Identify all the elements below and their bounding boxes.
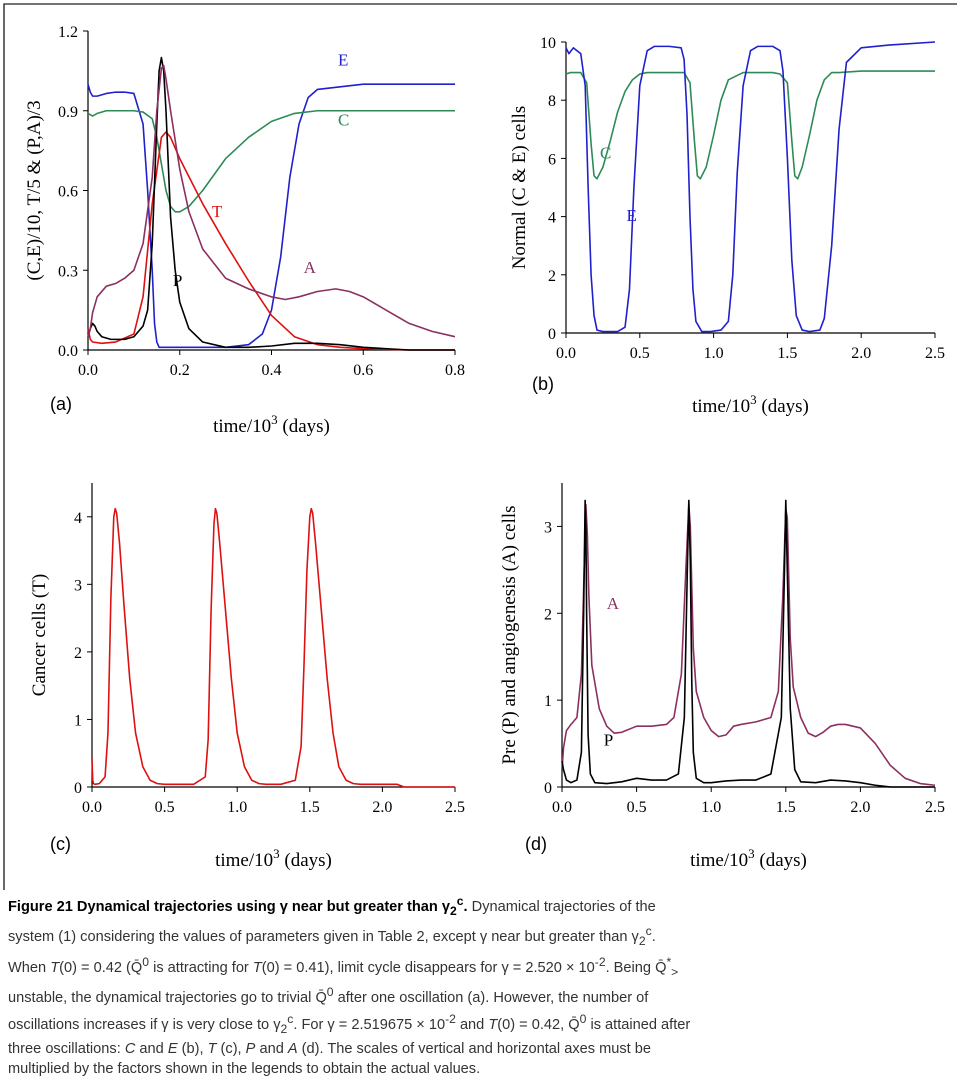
x-tick-label: 0.0	[552, 799, 572, 816]
y-tick-label: 1.2	[58, 24, 78, 41]
figure-panels: 0.0 0.2 0.4 0.6 0.8 0.0 0.3 0.6 0.9 1.2 E C T P A (C,E)…	[3, 3, 957, 890]
y-tick-label: 2	[548, 268, 556, 285]
caption-title: Figure 21 Dynamical trajectories using γ…	[8, 894, 468, 918]
x-tick-label: 0.2	[170, 362, 190, 379]
panel-label: (a)	[50, 394, 72, 414]
series-label-C: C	[600, 143, 611, 162]
series-label-A: A	[304, 258, 317, 277]
y-axis-label: Pre (P) and angiogenesis (A) cells	[499, 505, 520, 764]
y-tick-label: 8	[548, 93, 556, 110]
y-axis-label: (C,E)/10, T/5 & (P,A)/3	[24, 100, 45, 280]
x-tick-label: 1.5	[300, 799, 320, 816]
chart-panel-d: 0.0 0.5 1.0 1.5 2.0 2.5 0 1 2 3 A P Pre (P) and angi…	[499, 483, 945, 871]
series-line-T	[91, 507, 455, 788]
y-tick-label: 4	[548, 210, 556, 227]
y-tick-label: 2	[544, 606, 552, 623]
x-tick-label: 0.4	[262, 362, 282, 379]
x-tick-label: 0.5	[627, 799, 647, 816]
caption-line-6: three oscillations: C and E (b), T (c), …	[8, 1040, 652, 1057]
series-label-E: E	[627, 206, 637, 225]
x-tick-label: 2.0	[372, 799, 392, 816]
series-label-T: T	[212, 202, 223, 221]
figure-caption: Figure 21 Dynamical trajectories using γ…	[8, 891, 953, 1080]
x-tick-label: 2.5	[445, 799, 465, 816]
x-axis-label: time/103 (days)	[692, 392, 809, 417]
x-axis-label: time/103 (days)	[690, 846, 807, 871]
y-tick-label: 10	[540, 35, 556, 52]
y-axis-label: Normal (C & E) cells	[509, 106, 530, 270]
y-tick-label: 0.3	[58, 263, 78, 280]
series-line-P	[561, 499, 935, 788]
y-tick-label: 1	[544, 693, 552, 710]
x-tick-label: 0.0	[556, 345, 576, 362]
y-tick-label: 1	[74, 712, 82, 729]
x-tick-label: 0.6	[353, 362, 373, 379]
series-line-T	[87, 131, 455, 351]
series-line-E	[87, 83, 455, 349]
panel-label: (c)	[50, 834, 71, 854]
y-tick-label: 0.0	[58, 343, 78, 360]
x-tick-label: 2.0	[851, 345, 871, 362]
y-axis-label: Cancer cells (T)	[29, 574, 50, 696]
y-tick-label: 0	[74, 780, 82, 797]
chart-panel-a: 0.0 0.2 0.4 0.6 0.8 0.0 0.3 0.6 0.9 1.2 E C T P A (C,E)…	[24, 24, 465, 437]
y-tick-label: 0.6	[58, 184, 78, 201]
caption-line-2: system (1) considering the values of par…	[8, 924, 656, 949]
series-line-P	[87, 56, 455, 351]
x-axis-label: time/103 (days)	[215, 846, 332, 871]
series-label-C: C	[338, 110, 349, 129]
y-tick-label: 0	[548, 326, 556, 343]
x-tick-label: 1.5	[777, 345, 797, 362]
panel-label: (b)	[532, 374, 554, 394]
caption-line-4: unstable, the dynamical trajectories go …	[8, 985, 649, 1006]
series-label-A: A	[607, 594, 620, 613]
x-tick-label: 0.5	[630, 345, 650, 362]
chart-panel-b: 0.0 0.5 1.0 1.5 2.0 2.5 0 2 4 6 8 10 C E Normal (C & E…	[509, 35, 945, 417]
x-tick-label: 1.0	[227, 799, 247, 816]
x-tick-label: 0.0	[82, 799, 102, 816]
series-line-A	[561, 503, 936, 787]
caption-line-5: oscillations increases if γ is very clos…	[8, 1011, 691, 1036]
y-tick-label: 3	[544, 519, 552, 536]
x-tick-label: 2.0	[850, 799, 870, 816]
series-label-E: E	[338, 51, 348, 70]
x-tick-label: 2.5	[925, 345, 945, 362]
series-line-E	[565, 41, 936, 333]
y-tick-label: 4	[74, 510, 82, 527]
x-tick-label: 0.8	[445, 362, 465, 379]
series-label-P: P	[604, 730, 613, 749]
y-tick-label: 6	[548, 151, 556, 168]
series-line-C	[565, 70, 935, 180]
panel-label: (d)	[525, 834, 547, 854]
y-tick-label: 0	[544, 780, 552, 797]
y-tick-label: 2	[74, 645, 82, 662]
x-tick-label: 0.5	[155, 799, 175, 816]
caption-line-3: When T(0) = 0.42 (Q̄0 is attracting for …	[8, 954, 679, 979]
x-tick-label: 1.0	[704, 345, 724, 362]
series-line-A	[87, 64, 456, 338]
y-tick-label: 3	[74, 577, 82, 594]
series-line-C	[87, 109, 455, 213]
series-label-P: P	[173, 271, 182, 290]
y-tick-label: 0.9	[58, 104, 78, 121]
chart-panel-c: 0.0 0.5 1.0 1.5 2.0 2.5 0 1 2 3 4 Cancer cells (T) t…	[29, 483, 465, 871]
x-tick-label: 0.0	[78, 362, 98, 379]
x-tick-label: 1.0	[701, 799, 721, 816]
x-tick-label: 2.5	[925, 799, 945, 816]
x-axis-label: time/103 (days)	[213, 412, 330, 437]
x-tick-label: 1.5	[776, 799, 796, 816]
caption-line-1: Figure 21 Dynamical trajectories using γ…	[8, 894, 656, 918]
